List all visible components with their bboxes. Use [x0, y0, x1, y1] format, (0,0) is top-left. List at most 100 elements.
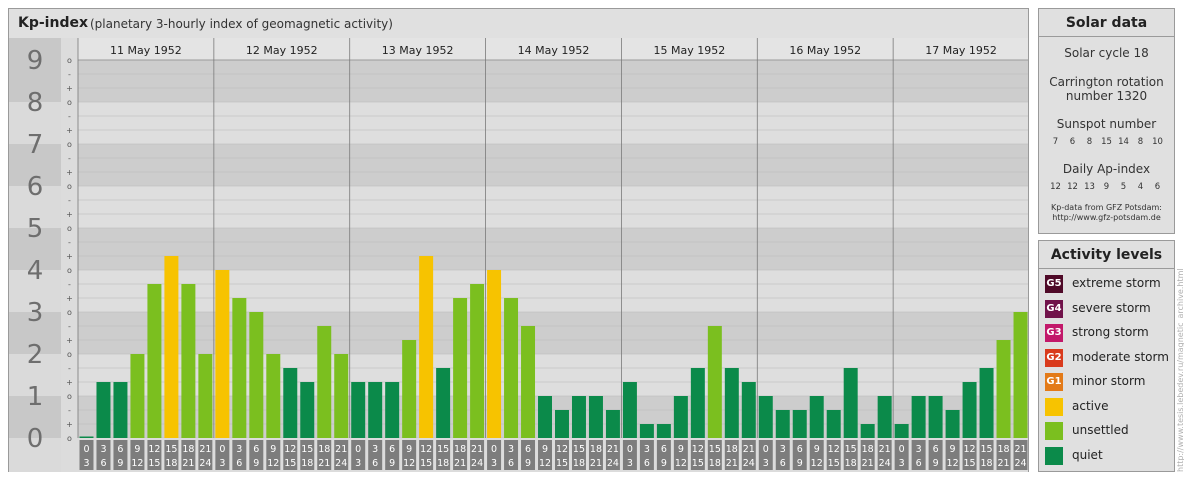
ap-label: Daily Ap-index [1062, 162, 1151, 176]
interval-box [198, 440, 213, 470]
activity-level-quiet: quiet [1045, 446, 1170, 466]
chart-subtitle: (planetary 3-hourly index of geomagnetic… [90, 17, 393, 31]
credit-link[interactable]: http://www.gfz-potsdam.de [1052, 213, 1161, 222]
ap-value: 5 [1120, 182, 1127, 192]
y-minor-label: - [68, 196, 71, 205]
kp-bar [775, 409, 790, 438]
interval-box [317, 440, 332, 470]
kp-bar [164, 256, 179, 438]
kp-bar [979, 367, 994, 438]
sunspot-value: 14 [1118, 137, 1129, 147]
activity-level-minor-storm: G1 minor storm [1045, 372, 1170, 392]
interval-start-label: 0 [83, 444, 89, 455]
kp-bar [571, 396, 586, 438]
ap-value: 12 [1067, 182, 1078, 192]
interval-box [334, 440, 349, 470]
level-label: quiet [1072, 447, 1103, 462]
interval-end-label: 24 [199, 458, 211, 469]
y-tick-label: 7 [27, 130, 44, 160]
day-label: 17 May 1952 [925, 44, 997, 57]
solar-data-header: Solar data [1039, 9, 1174, 37]
interval-end-label: 12 [947, 458, 959, 469]
interval-box [538, 440, 552, 470]
kp-label-band [9, 228, 61, 270]
interval-end-label: 3 [763, 458, 769, 469]
day-label: 13 May 1952 [382, 44, 454, 57]
kp-bar [436, 367, 451, 438]
kp-bar [928, 396, 943, 438]
interval-box [419, 440, 434, 470]
interval-end-label: 24 [1014, 458, 1026, 469]
level-label: minor storm [1072, 374, 1146, 388]
kp-bar [707, 325, 722, 438]
interval-box [470, 440, 485, 470]
level-swatch: G1 [1045, 373, 1063, 391]
interval-start-label: 6 [253, 444, 259, 455]
interval-box [741, 440, 756, 470]
ap-value: 6 [1154, 182, 1161, 192]
interval-box [724, 440, 739, 470]
interval-start-label: 15 [301, 444, 313, 455]
interval-box [453, 440, 468, 470]
interval-start-label: 12 [420, 444, 432, 455]
y-minor-label: - [68, 406, 71, 415]
kp-bar [147, 283, 162, 438]
y-minor-label: - [68, 154, 71, 163]
interval-end-label: 9 [661, 458, 667, 469]
kp-bar [690, 367, 705, 438]
ap-values: 12 12 13 9 5 4 6 [1039, 182, 1174, 192]
kp-bar [453, 298, 468, 438]
y-minor-label: o [67, 392, 72, 401]
interval-box [402, 440, 417, 470]
kp-bar [656, 424, 671, 438]
kp-bar [266, 354, 281, 438]
kp-band [78, 144, 1028, 186]
kp-bar [792, 409, 807, 438]
interval-box [385, 440, 400, 470]
kp-bar [368, 382, 383, 438]
y-minor-label: + [66, 168, 73, 177]
interval-start-label: 9 [134, 444, 140, 455]
activity-levels-header: Activity levels [1039, 241, 1174, 269]
kp-label-band [9, 102, 61, 144]
interval-start-label: 12 [964, 444, 976, 455]
interval-box [894, 440, 909, 470]
interval-start-label: 21 [879, 444, 891, 455]
kp-label-band [9, 60, 61, 102]
interval-end-label: 15 [964, 458, 976, 469]
interval-box [945, 440, 960, 470]
kp-bar [351, 382, 366, 438]
interval-start-label: 12 [556, 444, 568, 455]
kp-index-panel: Kp-index (planetary 3-hourly index of ge… [8, 8, 1029, 472]
kp-bar [826, 409, 841, 438]
y-minor-label: o [67, 308, 72, 317]
interval-end-label: 6 [916, 458, 922, 469]
carrington-line2: number 1320 [1065, 89, 1148, 103]
interval-box [283, 440, 298, 470]
interval-end-label: 15 [284, 458, 296, 469]
y-minor-label: o [67, 350, 72, 359]
kp-label-band [9, 270, 61, 312]
interval-end-label: 15 [556, 458, 568, 469]
interval-end-label: 21 [182, 458, 194, 469]
interval-end-label: 21 [454, 458, 466, 469]
y-minor-label: o [67, 434, 72, 443]
interval-box [979, 440, 994, 470]
interval-start-label: 12 [692, 444, 704, 455]
y-minor-label: + [66, 378, 73, 387]
day-label: 12 May 1952 [246, 44, 318, 57]
y-minor-label: + [66, 84, 73, 93]
interval-start-label: 3 [372, 444, 378, 455]
interval-box [487, 440, 502, 470]
level-swatch [1045, 397, 1063, 416]
ap-value: 4 [1137, 182, 1144, 192]
kp-bar [588, 396, 603, 438]
y-minor-label: + [66, 126, 73, 135]
interval-start-label: 18 [454, 444, 466, 455]
kp-bar [673, 396, 688, 438]
solar-cycle: Solar cycle 18 [1064, 46, 1149, 60]
interval-end-label: 18 [437, 458, 449, 469]
minor-label-column [61, 38, 78, 472]
interval-box [792, 440, 807, 470]
kp-bar [945, 409, 960, 438]
